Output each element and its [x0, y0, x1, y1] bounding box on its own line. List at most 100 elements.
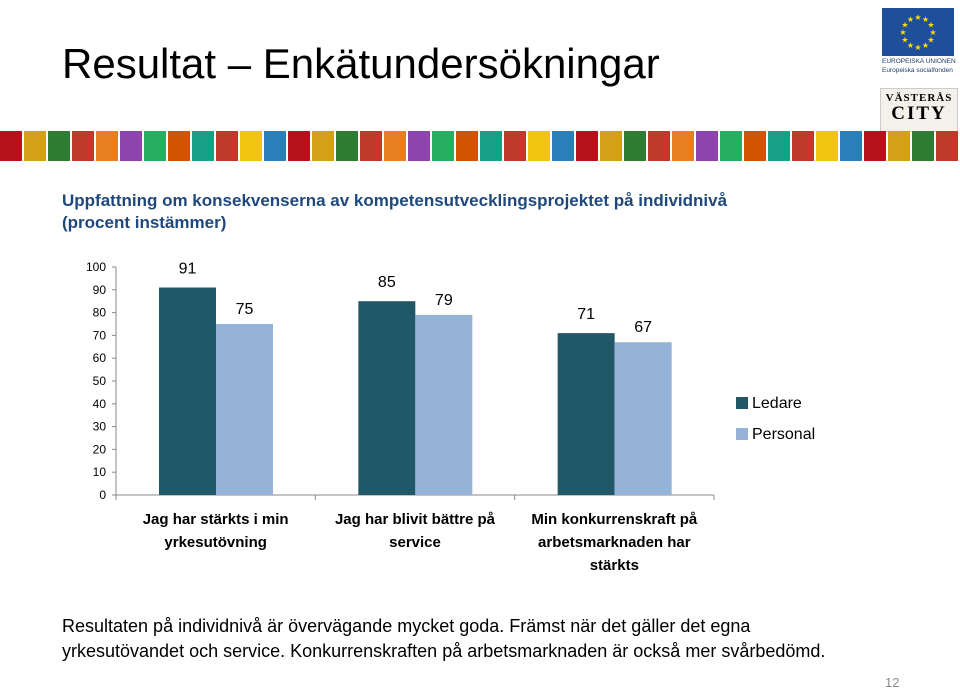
banner-tile [624, 131, 646, 161]
banner-tile [648, 131, 670, 161]
banner-tile [216, 131, 238, 161]
x-category-label: stärkts [590, 557, 639, 574]
banner-tile [528, 131, 550, 161]
bar-personal [415, 314, 473, 495]
x-category-label: arbetsmarknaden har [538, 534, 691, 551]
banner-tile [672, 131, 694, 161]
eu-star-icon: ★ [899, 28, 906, 37]
eu-logo: ★ ★ ★ ★ ★ ★ ★ ★ ★ ★ ★ ★ EUROPEISKA UNIONEN Europeis… [882, 8, 956, 74]
page-number: 12 [885, 675, 900, 690]
banner-tile [48, 131, 70, 161]
banner-tile [0, 131, 22, 161]
y-tick-label: 80 [93, 306, 107, 320]
legend-swatch-personal [736, 428, 748, 440]
bar-personal [614, 342, 672, 495]
eu-star-icon: ★ [907, 15, 914, 24]
banner-tile [240, 131, 262, 161]
y-tick-label: 50 [93, 374, 107, 388]
y-tick-label: 60 [93, 351, 107, 365]
chart-heading-line-1: Uppfattning om konsekvenserna av kompete… [62, 191, 728, 210]
legend-label-ledare: Ledare [752, 395, 802, 412]
banner-tile [264, 131, 286, 161]
vasteras-city-logo: VÄSTERÅS CITY [880, 88, 958, 132]
banner-tile [696, 131, 718, 161]
x-category-label: Min konkurrenskraft på [531, 511, 698, 528]
decorative-banner [0, 131, 960, 161]
data-label: 67 [634, 319, 652, 336]
y-tick-label: 10 [93, 465, 107, 479]
legend-swatch-ledare [736, 397, 748, 409]
banner-tile [792, 131, 814, 161]
data-label: 79 [435, 292, 453, 309]
banner-tile [336, 131, 358, 161]
banner-tile [864, 131, 886, 161]
banner-tile [288, 131, 310, 161]
chart-heading: Uppfattning om konsekvenserna av kompete… [62, 190, 842, 234]
eu-star-icon: ★ [922, 41, 929, 50]
banner-tile [96, 131, 118, 161]
banner-tile [720, 131, 742, 161]
banner-tile [120, 131, 142, 161]
x-category-label: Jag har stärkts i min [143, 511, 289, 528]
city-logo-text-2: CITY [891, 103, 947, 124]
y-tick-label: 30 [93, 420, 107, 434]
banner-tile [504, 131, 526, 161]
banner-tile [456, 131, 478, 161]
banner-tile [480, 131, 502, 161]
banner-tile [936, 131, 958, 161]
bar-ledare [358, 301, 416, 495]
banner-tile [576, 131, 598, 161]
data-label: 91 [179, 261, 197, 278]
banner-tile [768, 131, 790, 161]
eu-star-icon: ★ [914, 13, 921, 22]
bar-ledare [159, 287, 216, 495]
y-tick-label: 70 [93, 328, 107, 342]
city-logo-text-1: VÄSTERÅS [885, 92, 953, 104]
data-label: 85 [378, 274, 396, 291]
x-category-label: Jag har blivit bättre på [335, 511, 496, 528]
y-tick-label: 0 [99, 488, 106, 502]
banner-tile [744, 131, 766, 161]
bar-ledare [557, 333, 615, 495]
banner-tile [168, 131, 190, 161]
eu-star-icon: ★ [927, 36, 934, 45]
banner-tile [312, 131, 334, 161]
eu-star-icon: ★ [901, 36, 908, 45]
banner-tile [840, 131, 862, 161]
banner-tile [360, 131, 382, 161]
banner-tile [816, 131, 838, 161]
legend-label-personal: Personal [752, 426, 815, 443]
eu-logo-text-1: EUROPEISKA UNIONEN [882, 58, 956, 65]
data-label: 75 [236, 301, 254, 318]
eu-star-icon: ★ [922, 15, 929, 24]
banner-tile [72, 131, 94, 161]
y-tick-label: 100 [86, 260, 106, 274]
y-tick-label: 90 [93, 283, 107, 297]
banner-tile [600, 131, 622, 161]
x-category-label: yrkesutövning [164, 534, 267, 551]
banner-tile [24, 131, 46, 161]
banner-tile [192, 131, 214, 161]
banner-tile [384, 131, 406, 161]
eu-star-icon: ★ [901, 21, 908, 30]
banner-tile [552, 131, 574, 161]
eu-star-icon: ★ [929, 28, 936, 37]
banner-tile [144, 131, 166, 161]
bar-chart: 0 10 20 30 40 50 60 70 80 90 100 91 75 Jag har stärkt… [86, 260, 815, 574]
page-title: Resultat – Enkätundersökningar [62, 40, 660, 87]
banner-tile [408, 131, 430, 161]
data-label: 71 [577, 306, 595, 323]
eu-flag-icon: ★ ★ ★ ★ ★ ★ ★ ★ ★ ★ ★ ★ [882, 8, 954, 56]
x-category-label: service [389, 534, 441, 551]
banner-tile [912, 131, 934, 161]
summary-text: Resultaten på individnivå är övervägande… [62, 616, 826, 661]
eu-star-icon: ★ [907, 41, 914, 50]
bar-personal [216, 324, 273, 495]
y-tick-label: 40 [93, 397, 107, 411]
eu-star-icon: ★ [927, 21, 934, 30]
banner-tile [888, 131, 910, 161]
eu-logo-text-2: Europeiska socialfonden [882, 67, 953, 74]
banner-tile [432, 131, 454, 161]
eu-star-icon: ★ [914, 43, 921, 52]
chart-heading-line-2: (procent instämmer) [62, 213, 227, 232]
